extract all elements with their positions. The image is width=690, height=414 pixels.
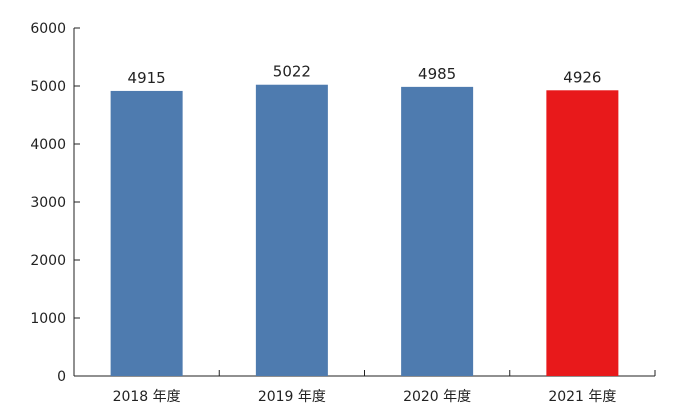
data-labels: 4915 5022 4985 4926 bbox=[128, 63, 602, 87]
x-tick-label: 2020 年度 bbox=[403, 389, 471, 405]
y-tick-label: 5000 bbox=[30, 79, 66, 95]
y-tick-label: 4000 bbox=[30, 137, 66, 153]
bars bbox=[110, 84, 619, 377]
data-label: 4985 bbox=[418, 65, 456, 83]
bar bbox=[546, 90, 619, 377]
y-tick-label: 2000 bbox=[30, 253, 66, 269]
x-tick-label: 2021 年度 bbox=[548, 389, 616, 405]
x-axis: 2018 年度 2019 年度 2020 年度 2021 年度 bbox=[74, 370, 656, 405]
y-tick-label: 6000 bbox=[30, 21, 66, 37]
y-axis: 0 1000 2000 3000 4000 5000 6000 bbox=[30, 21, 80, 385]
bar bbox=[401, 86, 474, 377]
data-label: 5022 bbox=[273, 63, 311, 81]
y-tick-label: 3000 bbox=[30, 195, 66, 211]
x-tick-label: 2018 年度 bbox=[113, 389, 181, 405]
data-label: 4915 bbox=[128, 69, 166, 87]
x-tick-label: 2019 年度 bbox=[258, 389, 326, 405]
y-tick-label: 1000 bbox=[30, 311, 66, 327]
data-label: 4926 bbox=[563, 68, 601, 86]
y-tick-label: 0 bbox=[57, 369, 66, 385]
bar bbox=[255, 84, 328, 376]
bar bbox=[110, 90, 183, 377]
